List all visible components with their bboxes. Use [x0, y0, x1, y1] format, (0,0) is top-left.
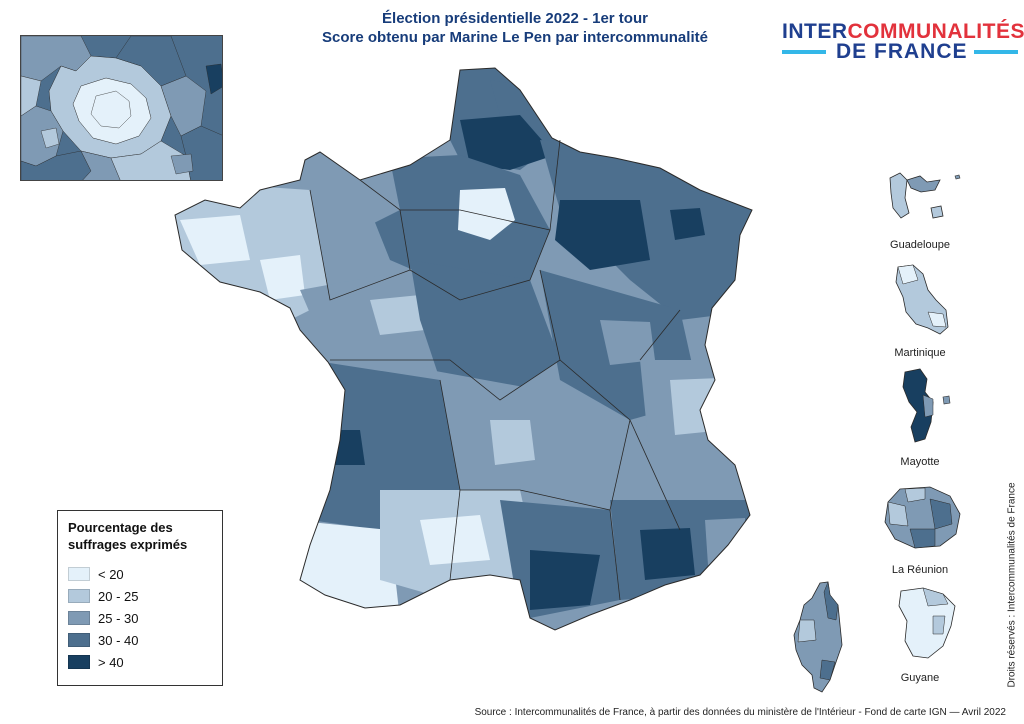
- france-choropleth-map: [160, 60, 760, 650]
- map-legend: Pourcentage des suffrages exprimés < 20 2…: [57, 510, 223, 686]
- logo-subline: DE FRANCE: [782, 40, 1018, 63]
- logo-bar-right: [974, 50, 1018, 54]
- logo-part-communalites: COMMUNALITÉS: [847, 20, 1024, 43]
- label-guyane: Guyane: [900, 672, 940, 684]
- logo-de-france: DE FRANCE: [836, 40, 968, 63]
- legend-item: 20 - 25: [68, 585, 212, 607]
- label-martinique: Martinique: [894, 347, 946, 359]
- legend-label: 30 - 40: [98, 632, 139, 648]
- reunion-map: [880, 484, 964, 552]
- legend-item: < 20: [68, 563, 212, 585]
- label-mayotte: Mayotte: [900, 456, 940, 468]
- logo-wordmark: INTERCOMMUNALITÉS: [782, 20, 1024, 44]
- legend-swatch: [68, 589, 90, 603]
- guadeloupe-svg: [889, 172, 961, 219]
- legend-title: Pourcentage des suffrages exprimés: [68, 519, 212, 553]
- corsica-map: [790, 580, 850, 695]
- logo-bar-left: [782, 50, 826, 54]
- legend-swatch: [68, 567, 90, 581]
- label-reunion: La Réunion: [891, 564, 949, 576]
- label-guadeloupe: Guadeloupe: [890, 239, 950, 251]
- source-credit: Source : Intercommunalités de France, à …: [474, 707, 1006, 718]
- legend-swatch: [68, 611, 90, 625]
- corsica-svg: [793, 581, 843, 693]
- legend-item: > 40: [68, 651, 212, 673]
- legend-label: < 20: [98, 566, 124, 582]
- map-title: Élection présidentielle 2022 - 1er tour …: [300, 9, 730, 47]
- rights-notice: Droits réservés : Intercommunalités de F…: [1002, 470, 1022, 700]
- mayotte-map: [895, 367, 955, 447]
- martinique-map: [888, 262, 958, 340]
- reunion-svg: [884, 486, 961, 549]
- legend-title-line-1: Pourcentage des: [68, 520, 173, 535]
- paris-inset-map: [20, 35, 223, 181]
- paris-inset-svg: [21, 36, 222, 180]
- legend-item: 25 - 30: [68, 607, 212, 629]
- intercommunalites-logo: INTERCOMMUNALITÉS DE FRANCE: [782, 20, 1024, 66]
- logo-part-inter: INTER: [782, 20, 848, 43]
- legend-swatch: [68, 633, 90, 647]
- guyane-svg: [898, 587, 956, 659]
- legend-label: 25 - 30: [98, 610, 139, 626]
- title-line-2: Score obtenu par Marine Le Pen par inter…: [322, 29, 708, 46]
- martinique-svg: [895, 264, 949, 335]
- guyane-map: [893, 586, 963, 666]
- legend-swatch: [68, 655, 90, 669]
- mayotte-svg: [902, 368, 951, 443]
- title-line-1: Élection présidentielle 2022 - 1er tour: [382, 10, 648, 27]
- guadeloupe-map: [885, 168, 965, 228]
- legend-label: 20 - 25: [98, 588, 139, 604]
- rights-text: Droits réservés : Intercommunalités de F…: [1006, 482, 1018, 688]
- legend-label: > 40: [98, 654, 124, 670]
- legend-title-line-2: suffrages exprimés: [68, 537, 188, 552]
- france-map-svg: [174, 67, 753, 631]
- legend-items: < 20 20 - 25 25 - 30 30 - 40 > 40: [68, 563, 212, 673]
- legend-item: 30 - 40: [68, 629, 212, 651]
